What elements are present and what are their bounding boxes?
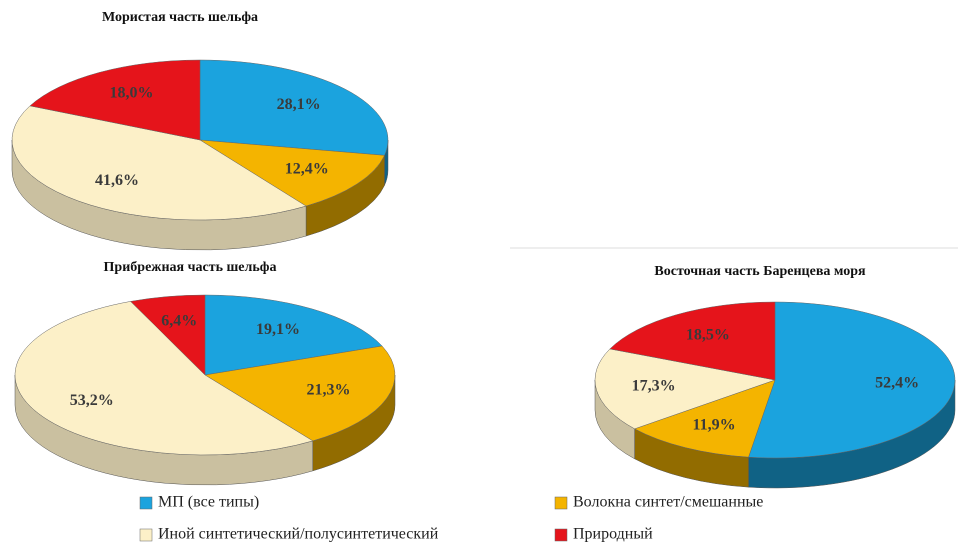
pie-slice	[199, 59, 389, 156]
data-label: 12,4%	[285, 161, 329, 178]
legend-label: МП (все типы)	[158, 494, 259, 511]
chart-title: Мористая часть шельфа	[102, 10, 258, 25]
data-label: 53,2%	[70, 392, 114, 409]
pie-slice	[204, 294, 383, 376]
chart-title: Восточная часть Баренцева моря	[654, 264, 866, 279]
data-label: 52,4%	[875, 375, 919, 392]
legend-label: Природный	[573, 526, 653, 543]
pie-slice	[199, 139, 385, 207]
data-label: 11,9%	[693, 417, 736, 434]
pie-slice	[634, 379, 776, 458]
data-label: 19,1%	[256, 321, 300, 338]
data-label: 18,0%	[110, 85, 154, 102]
data-label: 17,3%	[632, 378, 676, 395]
data-label: 28,1%	[277, 96, 321, 113]
legend-swatch	[554, 528, 568, 542]
pie-slice	[130, 294, 206, 376]
legend-label: Иной синтетический/полусинтетический	[158, 526, 439, 543]
data-label: 41,6%	[95, 172, 139, 189]
pie-slice	[748, 301, 956, 459]
pie-slice	[594, 348, 776, 430]
chart-title: Прибрежная часть шельфа	[104, 260, 277, 275]
pie-slice	[29, 59, 201, 141]
data-label: 18,5%	[686, 326, 730, 343]
legend-swatch	[139, 496, 153, 510]
pie-slice	[14, 301, 314, 456]
data-label: 21,3%	[306, 382, 350, 399]
pie-slice	[11, 105, 307, 221]
legend-label: Волокна синтет/смешанные	[573, 494, 763, 511]
pie-slice	[204, 345, 396, 442]
legend-swatch	[139, 528, 153, 542]
pie-slice	[609, 301, 776, 381]
legend-swatch	[554, 496, 568, 510]
data-label: 6,4%	[161, 312, 197, 329]
